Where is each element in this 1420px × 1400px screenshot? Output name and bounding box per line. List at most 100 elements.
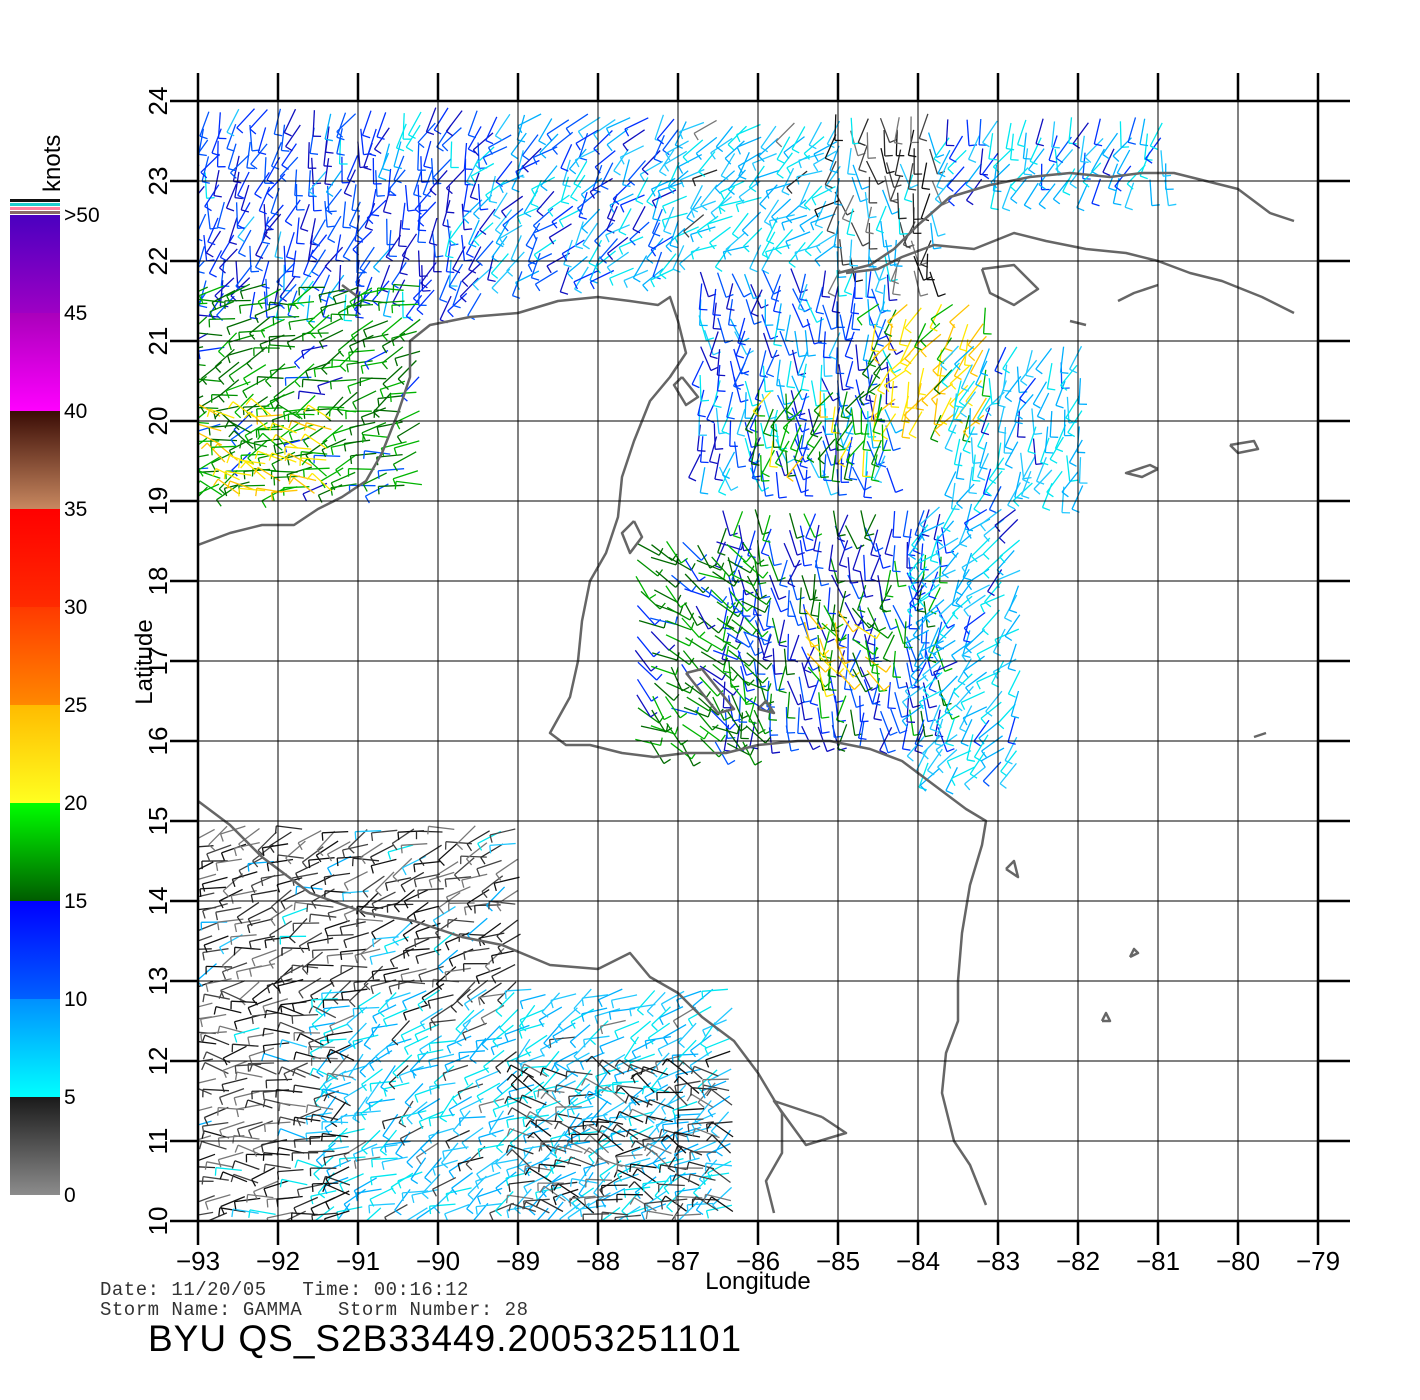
wind-barb-flag bbox=[522, 1096, 529, 1104]
wind-barb bbox=[834, 191, 848, 216]
wind-barb bbox=[362, 333, 389, 341]
wind-barb bbox=[803, 136, 825, 154]
wind-barb-flag bbox=[748, 460, 757, 465]
wind-barb-flag bbox=[875, 342, 884, 347]
wind-barb-flag bbox=[722, 474, 730, 480]
wind-barb-flag bbox=[226, 131, 235, 137]
wind-barb bbox=[341, 1064, 368, 1074]
wind-barb bbox=[336, 128, 343, 154]
wind-barb bbox=[355, 1188, 382, 1194]
wind-barb bbox=[880, 413, 897, 436]
wind-barb-flag bbox=[402, 934, 409, 942]
wind-barb-flag bbox=[773, 289, 782, 295]
wind-barb-flag bbox=[569, 1041, 577, 1049]
wind-barb bbox=[546, 1201, 564, 1221]
wind-barb bbox=[594, 1069, 610, 1092]
wind-barb-flag bbox=[769, 465, 778, 468]
wind-barb bbox=[365, 1207, 382, 1221]
wind-barb-flag bbox=[395, 421, 401, 430]
wind-barb bbox=[636, 678, 652, 702]
wind-barb bbox=[393, 283, 420, 288]
wind-barb bbox=[341, 988, 368, 994]
wind-barb bbox=[344, 871, 368, 884]
wind-barb-flag bbox=[780, 608, 789, 613]
wind-barb-flag bbox=[405, 146, 414, 152]
wind-barb bbox=[433, 906, 456, 921]
wind-barb bbox=[908, 557, 913, 584]
wind-barb bbox=[1014, 471, 1022, 498]
wind-barb-flag bbox=[696, 620, 705, 627]
wind-barb bbox=[317, 318, 342, 331]
wind-barb bbox=[294, 169, 298, 196]
wind-barb bbox=[272, 422, 297, 434]
wind-barb bbox=[1007, 717, 1016, 743]
wind-barb-flag bbox=[284, 132, 292, 137]
wind-barb-flag bbox=[845, 409, 852, 416]
wind-barb-flag bbox=[445, 1141, 451, 1149]
wind-barb-flag bbox=[200, 171, 208, 179]
wind-barb bbox=[242, 378, 267, 392]
wind-barb bbox=[620, 194, 645, 206]
wind-barb bbox=[933, 369, 953, 390]
wind-barb-flag bbox=[653, 158, 662, 163]
wind-barb bbox=[494, 876, 520, 884]
wind-barb bbox=[442, 1146, 469, 1152]
wind-barb bbox=[913, 270, 921, 297]
wind-barb bbox=[951, 766, 975, 780]
wind-barb-flag bbox=[588, 1155, 595, 1163]
wind-barb bbox=[775, 472, 780, 499]
wind-barb bbox=[620, 145, 644, 158]
wind-barb bbox=[466, 842, 488, 860]
wind-barb bbox=[263, 1152, 290, 1156]
wind-barb bbox=[551, 1171, 577, 1184]
wind-barb-flag bbox=[820, 623, 828, 630]
wind-barb bbox=[636, 636, 655, 658]
wind-barb bbox=[198, 346, 225, 352]
wind-barb bbox=[712, 1186, 733, 1206]
wind-barb-flag bbox=[963, 627, 970, 635]
wind-barb bbox=[650, 235, 674, 251]
wind-barb-flag bbox=[1060, 384, 1068, 391]
wind-barb bbox=[438, 842, 459, 861]
wind-barb bbox=[776, 359, 781, 386]
wind-barb-flag bbox=[186, 1143, 189, 1151]
wind-barb bbox=[823, 605, 837, 629]
wind-barb-flag bbox=[813, 549, 822, 553]
wind-barb-flag bbox=[346, 306, 349, 315]
wind-barb-flag bbox=[208, 427, 211, 436]
wind-barb-flag bbox=[927, 769, 935, 776]
wind-barb bbox=[761, 231, 776, 255]
wind-barb bbox=[393, 141, 402, 167]
wind-barb-flag bbox=[1061, 491, 1069, 498]
wind-barb-flag bbox=[388, 986, 393, 995]
wind-barb-flag bbox=[303, 404, 309, 413]
wind-barb bbox=[857, 118, 869, 143]
wind-barb bbox=[926, 748, 943, 771]
wind-barb bbox=[331, 313, 358, 316]
wind-barb-flag bbox=[892, 676, 901, 678]
wind-barb-flag bbox=[662, 149, 670, 156]
wind-barb bbox=[198, 1087, 212, 1095]
wind-barb-flag bbox=[977, 476, 986, 481]
wind-barb-flag bbox=[1010, 198, 1018, 204]
wind-barb-flag bbox=[690, 209, 695, 218]
wind-barb-flag bbox=[904, 198, 913, 203]
wind-barb-flag bbox=[373, 266, 381, 273]
wind-barb bbox=[683, 706, 709, 718]
wind-barb-flag bbox=[321, 449, 327, 458]
wind-barb bbox=[382, 365, 403, 385]
wind-barb-flag bbox=[589, 1038, 597, 1046]
wind-barb bbox=[774, 440, 790, 464]
wind-barb-flag bbox=[427, 826, 430, 835]
wind-barb-flag bbox=[745, 555, 752, 563]
wind-barb bbox=[564, 1141, 591, 1147]
wind-barb-flag bbox=[286, 256, 295, 260]
wind-barb bbox=[740, 712, 744, 739]
wind-barb-flag bbox=[943, 527, 951, 533]
wind-barb bbox=[405, 124, 421, 148]
wind-barb-flag bbox=[490, 955, 495, 964]
wind-barb bbox=[532, 222, 558, 234]
wind-barb bbox=[632, 255, 648, 279]
wind-barb bbox=[600, 162, 614, 187]
wind-barb-flag bbox=[542, 1070, 550, 1077]
